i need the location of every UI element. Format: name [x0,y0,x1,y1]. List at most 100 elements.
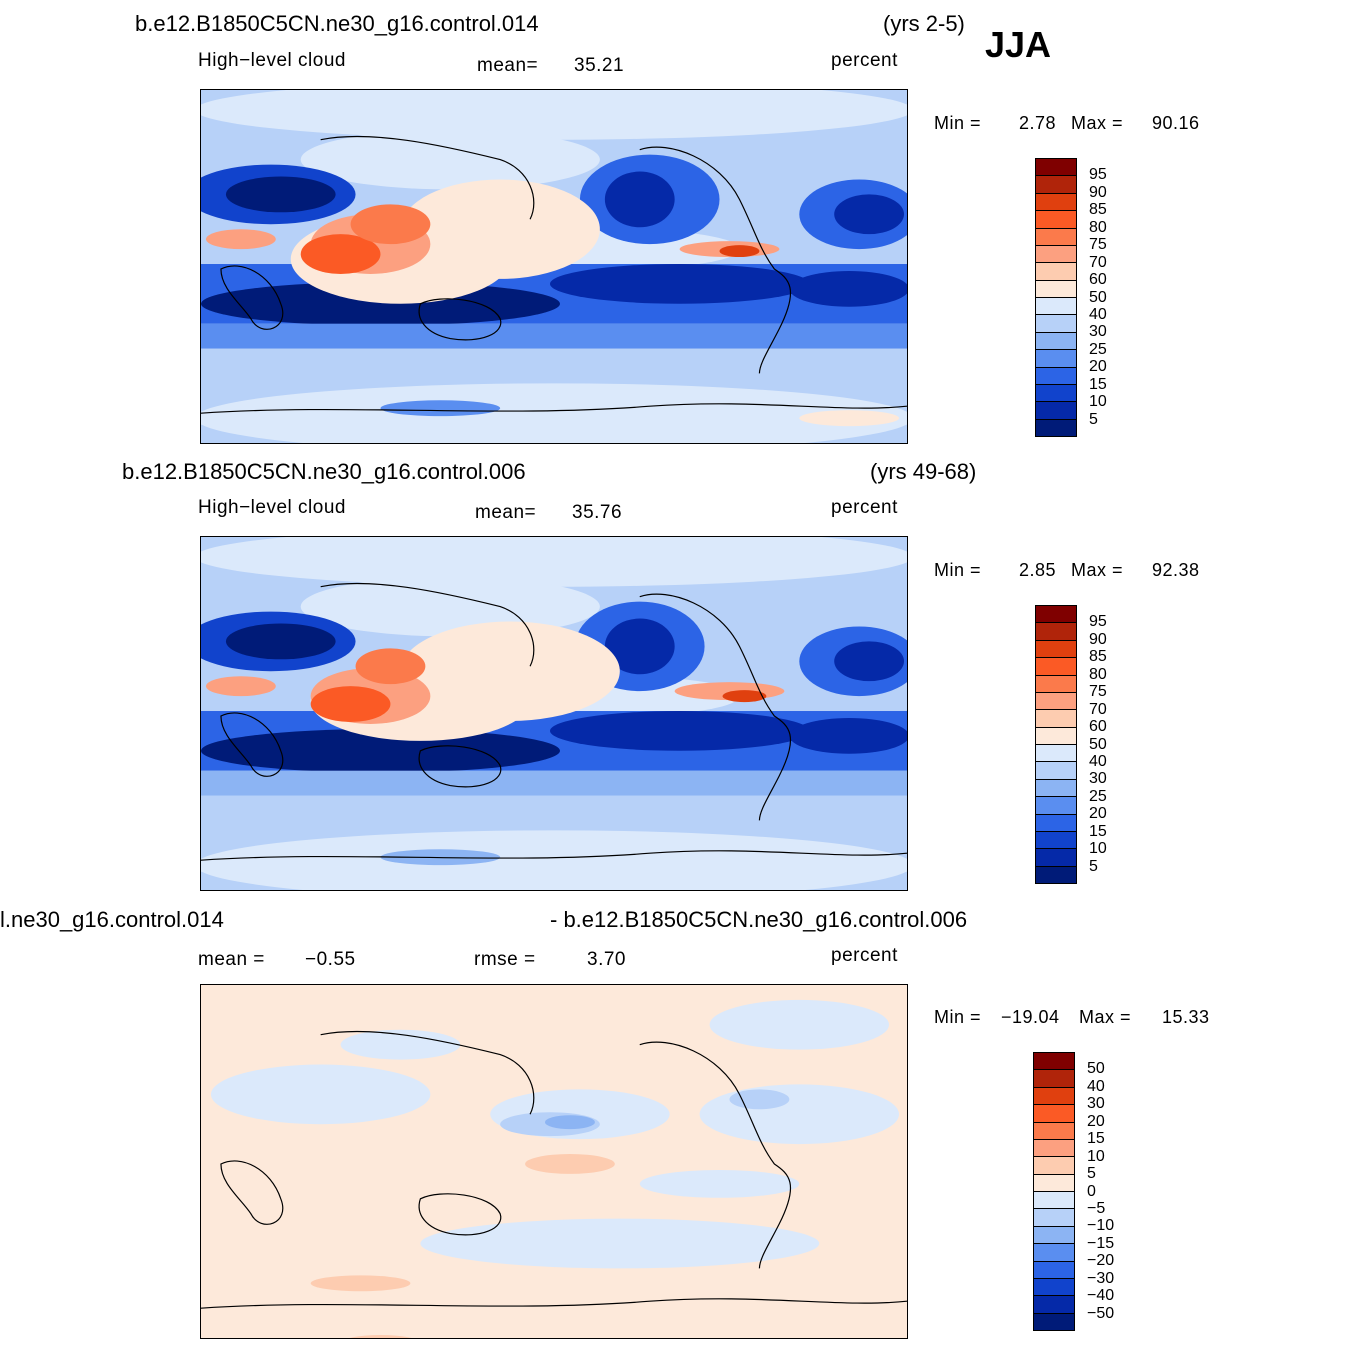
colorbar-tick-label: 0 [1087,1182,1096,1200]
colorbar-tick-label: 50 [1089,288,1107,306]
panel2-mean-value: 35.76 [572,502,623,523]
colorbar-swatch [1036,745,1076,763]
colorbar-tick-label: 15 [1089,822,1107,840]
colorbar-tick-label: 50 [1089,735,1107,753]
colorbar-swatch [1036,176,1076,194]
colorbar-tick-label: 95 [1089,166,1107,184]
panel2-map [200,536,908,891]
colorbar-tick-label: 40 [1089,752,1107,770]
colorbar-swatch [1034,1053,1074,1071]
colorbar-tick-label: 10 [1089,393,1107,411]
colorbar-swatch [1034,1278,1074,1297]
colorbar-tick-label: 80 [1089,218,1107,236]
colorbar-swatch [1034,1122,1074,1140]
panel3-colorbar [1033,1052,1075,1331]
colorbar-swatch [1036,402,1076,420]
panel2-field [201,537,907,890]
colorbar-tick-label: 20 [1087,1112,1105,1130]
colorbar-tick-label: 20 [1089,358,1107,376]
colorbar-tick-label: −40 [1087,1287,1115,1305]
panel2-years: (yrs 49-68) [870,459,977,484]
panel1-min-label: Min = [934,113,982,133]
panel1-field [201,90,907,443]
panel3-max-value: 15.33 [1162,1007,1210,1027]
colorbar-swatch [1034,1139,1074,1158]
panel1-min-value: 2.78 [1019,113,1057,133]
colorbar-swatch [1034,1226,1074,1245]
colorbar-swatch [1036,315,1076,333]
colorbar-swatch [1036,384,1076,403]
colorbar-swatch [1036,159,1076,177]
colorbar-tick-label: 75 [1089,683,1107,701]
colorbar-swatch [1036,332,1076,351]
panel3-case-right: - b.e12.B1850C5CN.ne30_g16.control.006 [550,907,968,932]
colorbar-swatch [1036,350,1076,368]
panel1-colorbar [1035,158,1077,437]
panel1-max-value: 90.16 [1152,113,1200,133]
colorbar-swatch [1034,1070,1074,1088]
colorbar-tick-label: 5 [1089,410,1098,428]
colorbar-swatch [1036,228,1076,246]
panel2-colorbar [1035,605,1077,884]
colorbar-swatch [1036,692,1076,711]
colorbar-swatch [1034,1105,1074,1123]
colorbar-swatch [1036,640,1076,659]
colorbar-swatch [1036,779,1076,798]
panel2-min-value: 2.85 [1019,560,1057,580]
colorbar-swatch [1036,419,1076,436]
colorbar-swatch [1036,710,1076,728]
colorbar-swatch [1036,367,1076,385]
panel3-mean-label: mean = [198,949,265,970]
colorbar-tick-label: −50 [1087,1304,1115,1322]
colorbar-swatch [1034,1313,1074,1330]
panel3-map [200,984,908,1339]
colorbar-swatch [1034,1296,1074,1314]
panel1-units: percent [831,50,898,71]
panel1-max-label: Max = [1071,113,1124,133]
colorbar-tick-label: 80 [1089,665,1107,683]
colorbar-tick-label: 75 [1089,236,1107,254]
panel3-min-label: Min = [934,1007,982,1027]
colorbar-swatch [1036,263,1076,281]
colorbar-tick-label: 10 [1087,1147,1105,1165]
panel3-min-value: −19.04 [1001,1007,1060,1027]
colorbar-tick-label: −5 [1087,1199,1106,1217]
colorbar-tick-label: 15 [1087,1130,1105,1148]
colorbar-swatch [1036,623,1076,641]
colorbar-tick-label: −30 [1087,1269,1115,1287]
colorbar-tick-label: 50 [1087,1060,1105,1078]
colorbar-swatch [1034,1192,1074,1210]
colorbar-tick-label: 90 [1089,183,1107,201]
panel2-min-label: Min = [934,560,982,580]
colorbar-tick-label: 25 [1089,340,1107,358]
colorbar-swatch [1034,1209,1074,1227]
panel2-variable: High−level cloud [198,497,346,518]
colorbar-tick-label: 95 [1089,613,1107,631]
panel3-field [201,985,907,1338]
panel1-case-title: b.e12.B1850C5CN.ne30_g16.control.014 [135,11,539,36]
colorbar-swatch [1036,762,1076,780]
panel1-variable: High−level cloud [198,50,346,71]
colorbar-swatch [1036,245,1076,264]
colorbar-swatch [1036,849,1076,867]
colorbar-tick-label: 5 [1089,857,1098,875]
colorbar-swatch [1034,1087,1074,1106]
colorbar-tick-label: 5 [1087,1165,1096,1183]
panel1-mean-label: mean= [477,55,539,76]
panel3-rmse-value: 3.70 [587,949,626,970]
panel2-case-title: b.e12.B1850C5CN.ne30_g16.control.006 [122,459,526,484]
colorbar-tick-label: 60 [1089,271,1107,289]
colorbar-tick-label: 70 [1089,700,1107,718]
colorbar-swatch [1034,1174,1074,1192]
colorbar-tick-label: 10 [1089,840,1107,858]
colorbar-tick-label: 30 [1087,1095,1105,1113]
colorbar-swatch [1036,298,1076,316]
panel3-max-label: Max = [1079,1007,1132,1027]
colorbar-tick-label: 85 [1089,201,1107,219]
colorbar-swatch [1036,814,1076,832]
panel3-mean-value: −0.55 [305,949,356,970]
panel2-units: percent [831,497,898,518]
colorbar-tick-label: 40 [1087,1077,1105,1095]
colorbar-swatch [1034,1157,1074,1175]
colorbar-swatch [1036,280,1076,298]
